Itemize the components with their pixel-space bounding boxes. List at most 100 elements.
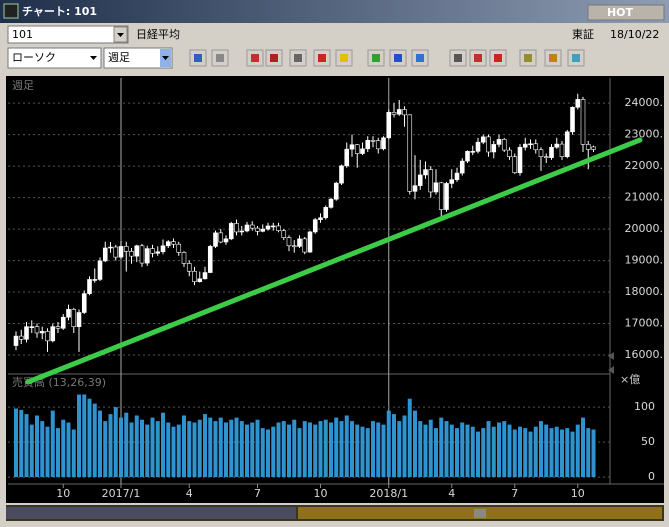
volume-bar [392,414,396,478]
volume-bar [108,414,113,478]
y-tick-label: 24000. [625,96,664,109]
candle-body [449,179,455,184]
code-input[interactable] [7,25,129,44]
volume-bar [134,415,139,478]
candle-body [522,143,528,148]
volume-bar [203,414,207,478]
tool-icon [524,54,532,62]
candle-body [486,136,491,153]
candle-body [192,270,197,282]
volume-bar [418,421,423,478]
volume-bar [297,428,302,478]
arrow [90,56,97,60]
volume-bar [460,422,465,478]
volume-bar [518,426,522,478]
tool-icon [340,54,348,62]
candle-body [276,225,281,231]
candle-body [270,225,276,228]
volume-bar [402,415,407,478]
candle-body [491,144,497,153]
candle-body [13,335,19,346]
candle-body [370,140,376,142]
candle-body [302,238,308,253]
candle-body [386,112,392,139]
candle-body [454,172,460,180]
volume-bar [449,424,454,478]
toolbar-icons [189,49,585,67]
volume-bar [145,424,150,478]
style-select[interactable] [7,47,102,69]
candle-body [396,109,402,115]
volume-bar [29,424,34,478]
candle-body [260,228,266,232]
volume-bar [486,421,491,478]
volume-bar [61,419,66,478]
candle-body [480,136,486,143]
candle-body [564,131,570,157]
candle-body [18,335,24,340]
candle-body [333,182,339,200]
volume-bar [161,412,165,478]
candle-body [213,232,218,247]
scroll-thumb[interactable] [474,509,486,518]
volume-bar [360,426,365,478]
volume-bar [334,417,339,478]
volume-bar [476,431,480,478]
x-tick-label: 4 [186,487,193,500]
candle-body [475,141,481,152]
y-tick-label: 20000. [625,222,664,235]
volume-bar [176,424,181,478]
volume-bar [376,422,381,478]
candle-body [465,151,470,162]
volume-bar [371,421,375,478]
period-select[interactable] [103,47,173,69]
x-tick-label: 10 [571,487,585,500]
candle-body [108,246,113,249]
volume-bar [455,428,459,478]
trend-line [25,137,643,385]
volume-bar [292,419,297,478]
volume-bar [350,421,354,478]
candle-body [360,148,365,154]
volume-bar [208,417,213,478]
candle-body [218,232,224,243]
candle-body [354,144,360,154]
candle-body [444,183,449,210]
volume-bar [570,431,575,478]
volume-bar [413,410,417,478]
volume-bar [329,422,333,478]
volume-bar [266,429,270,478]
candle-body [176,243,182,253]
date: 18/10/22 [610,28,659,41]
candle-body [255,227,260,232]
candle-body [155,251,161,254]
candle-body [559,143,565,157]
y-tick-label: 100 [634,400,655,413]
candle-body [528,143,533,146]
candle-body [365,140,371,150]
volume-bar [313,424,318,478]
volume-bar [397,421,402,478]
candle-body [381,137,386,150]
style-text: ローソク [12,51,56,64]
scroll-range-left [6,507,296,519]
hot-button[interactable] [587,4,665,21]
candle-body [102,247,108,262]
volume-bar [14,408,18,478]
candle-body [318,217,323,220]
volume-bar [129,422,134,478]
y-tick-label: 17000. [625,317,664,330]
candle-body [428,169,434,193]
volume-bar [250,422,255,478]
volume-bar [45,426,50,478]
volume-unit: ×億 [620,373,640,386]
volume-bar [92,403,97,478]
volume-bar [155,421,160,478]
candle-body [512,156,518,174]
y-tick-label: 16000. [625,348,664,361]
volume-bar [407,398,412,478]
volume-bar [302,421,307,478]
candle-body [307,231,313,253]
candle-body [207,246,213,273]
volume-bar [444,421,449,478]
